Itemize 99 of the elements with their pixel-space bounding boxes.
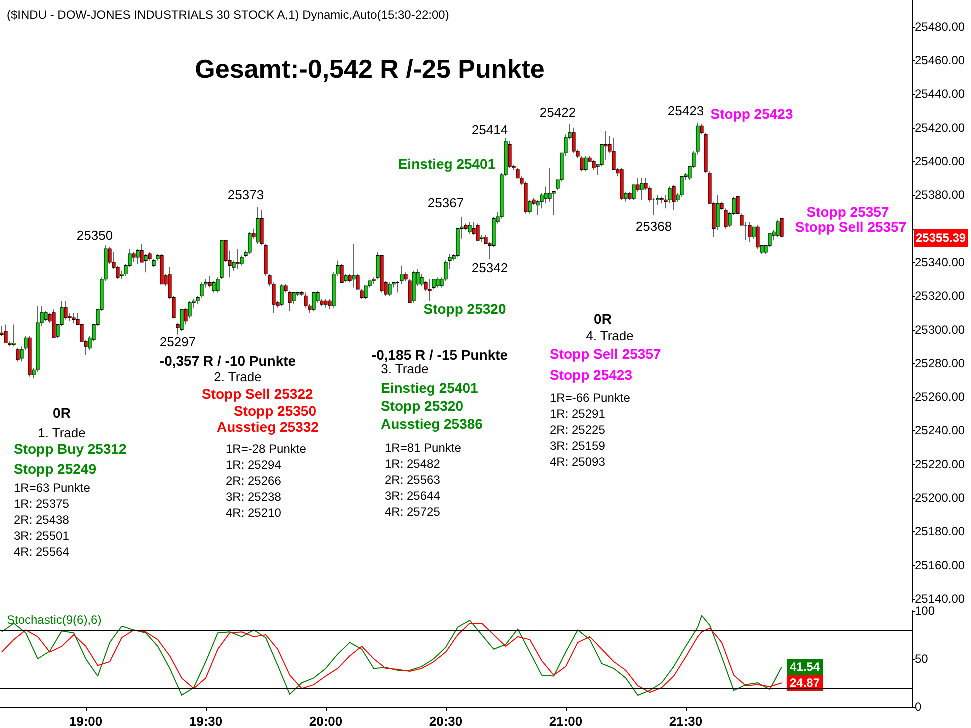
annotation: 1. Trade [38,426,86,440]
x-tick-label: 21:00 [549,714,583,728]
candlestick [412,270,416,304]
candlestick [388,282,392,296]
candlestick [776,220,780,238]
candlestick [640,178,644,201]
y-tick-label: 25180.00 [915,524,966,539]
candlestick [748,222,752,243]
candlestick [248,232,252,254]
x-tick-label: 21:30 [669,714,703,728]
candlestick [72,312,76,324]
annotation: -0,185 R / -15 Punkte [372,347,508,363]
candlestick [620,168,624,201]
y-tick-label: 25400.00 [915,154,966,169]
text: ($INDU - DOW-JONES INDUSTRIALS 30 STOCK A,1) Dynamic,Auto(15:30-22:00) [7,8,450,22]
y-tick-label: 25380.00 [915,188,966,202]
annotation: 25373 [228,187,264,202]
annotation: Stopp 25357 [806,204,890,220]
candlestick [280,284,284,307]
candlestick [360,289,364,300]
y-tick-label: 25260.00 [915,390,966,404]
candlestick [236,248,240,270]
candlestick [352,244,356,288]
annotation: 4. Trade [586,328,634,344]
annotation: 25414 [472,122,508,138]
annotation: Stopp 25249 [14,461,97,477]
candlestick [672,184,676,211]
candlestick [324,299,328,308]
x-tick-label: 20:30 [429,714,463,728]
annotation: Stopp 25423 [710,106,794,122]
candlestick [476,223,480,241]
x-tick-label: 19:30 [189,714,223,728]
annotation: 1R=63 Punkte 1R: 25375 2R: 25438 3R: 25501 4R: 25564 [14,481,91,559]
annotation: Einstieg 25401 [398,156,496,172]
annotation: Stopp Buy 25312 [14,441,128,457]
annotation: 2. Trade [214,370,262,384]
y-tick-label: 25420.00 [915,120,966,135]
candlestick [12,324,16,347]
chart-title: Stochastic(9(6),6) [7,613,102,627]
annotation: 1R=81 Punkte 1R: 25482 2R: 25563 3R: 25644 4R: 25725 [385,441,462,519]
y-tick-label: 25140.00 [915,592,966,606]
candlestick [340,264,344,283]
annotation: Einstieg 25401 [381,380,478,396]
annotation: Stopp 25320 [381,398,464,414]
candlestick [436,277,440,288]
candlestick [16,348,20,362]
data-label: 24.87 [790,676,820,690]
candlestick [160,254,164,285]
y-tick-label: 25340.00 [915,255,966,270]
y-tick-label: 50 [915,652,929,666]
candlestick [312,292,316,312]
candlestick [584,156,588,172]
annotation: Stopp 25320 [424,301,506,318]
annotation: Stopp 25423 [550,367,633,383]
candlestick [468,222,472,234]
annotation: Ausstieg 25386 [381,416,484,432]
annotation: 25422 [540,105,576,120]
annotation: 25350 [76,228,114,244]
candlestick [4,324,8,344]
annotation: 0R [594,311,612,327]
y-tick-label: 100 [915,604,936,618]
annotation: 25297 [160,334,196,350]
annotation: Stopp Sell 25357 [550,346,662,362]
candlestick [180,309,184,332]
y-tick-label: 0 [915,700,922,714]
x-tick-label: 20:00 [309,714,343,728]
candlestick [380,255,384,294]
data-label: 41.54 [790,660,820,674]
annotation: 3. Trade [381,362,429,376]
y-tick-label: 25240.00 [915,424,966,438]
annotation: Ausstieg 25332 [217,419,320,435]
text: 25355.39 [916,231,966,245]
text: Gesamt:-0,542 R /-25 Punkte [195,54,545,84]
candlestick [28,336,32,378]
annotation: 0R [53,405,71,421]
y-tick-label: 25440.00 [915,87,966,102]
candlestick [780,218,784,238]
annotation: Stopp Sell 25322 [202,386,314,402]
annotation: -0,357 R / -10 Punkte [160,353,296,369]
y-tick-label: 25200.00 [915,491,966,506]
annotation: 1R=-28 Punkte 1R: 25294 2R: 25266 3R: 25238 4R: 25210 [226,442,307,520]
annotation: 25423 [668,103,704,118]
annotation: 25367 [428,196,464,211]
y-tick-label: 25300.00 [915,322,966,337]
annotation: 25368 [636,218,672,234]
annotation: Stopp Sell 25357 [795,218,907,235]
y-tick-label: 25320.00 [915,289,966,304]
candlestick [256,206,260,244]
annotation: 25342 [472,260,508,276]
y-tick-label: 25220.00 [915,457,966,472]
y-tick-label: 25160.00 [915,558,966,572]
candlestick [428,279,432,302]
y-tick-label: 25460.00 [915,54,966,68]
annotation: Stopp 25350 [234,403,317,419]
y-tick-label: 25480.00 [915,20,966,34]
x-tick-label: 19:00 [69,714,103,728]
y-tick-label: 25280.00 [915,356,966,370]
annotation: 1R=-66 Punkte 1R: 25291 2R: 25225 3R: 25159 4R: 25093 [550,391,631,469]
candlestick [52,309,56,338]
